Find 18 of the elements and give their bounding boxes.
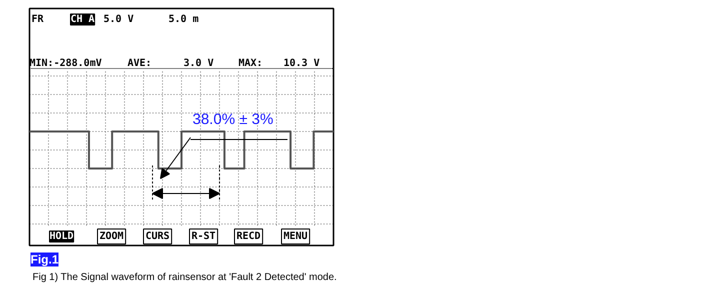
text: ZOOM — [100, 231, 124, 242]
text: 3.0 V — [184, 58, 214, 69]
text: CH A — [70, 14, 95, 25]
text: 10.3 V — [284, 58, 320, 69]
text: 5.0 m — [168, 14, 199, 25]
text: HOLD — [50, 231, 74, 242]
text: CURS — [146, 231, 170, 242]
text: MAX: — [238, 58, 263, 69]
text: Fig 1) The Signal waveform of rainsensor at 'Fault 2 Detected' mode. — [32, 272, 337, 283]
text: MIN:-288.0mV — [30, 58, 102, 69]
text: FR — [32, 14, 45, 25]
text: R-ST — [192, 231, 216, 242]
text: RECD — [236, 231, 261, 242]
text: 38.0% ± 3% — [192, 111, 274, 128]
text: 5.0 V — [104, 14, 134, 25]
text: MENU — [284, 231, 308, 242]
text: AVE: — [128, 58, 152, 69]
caption: Fig.1 — [30, 252, 59, 266]
